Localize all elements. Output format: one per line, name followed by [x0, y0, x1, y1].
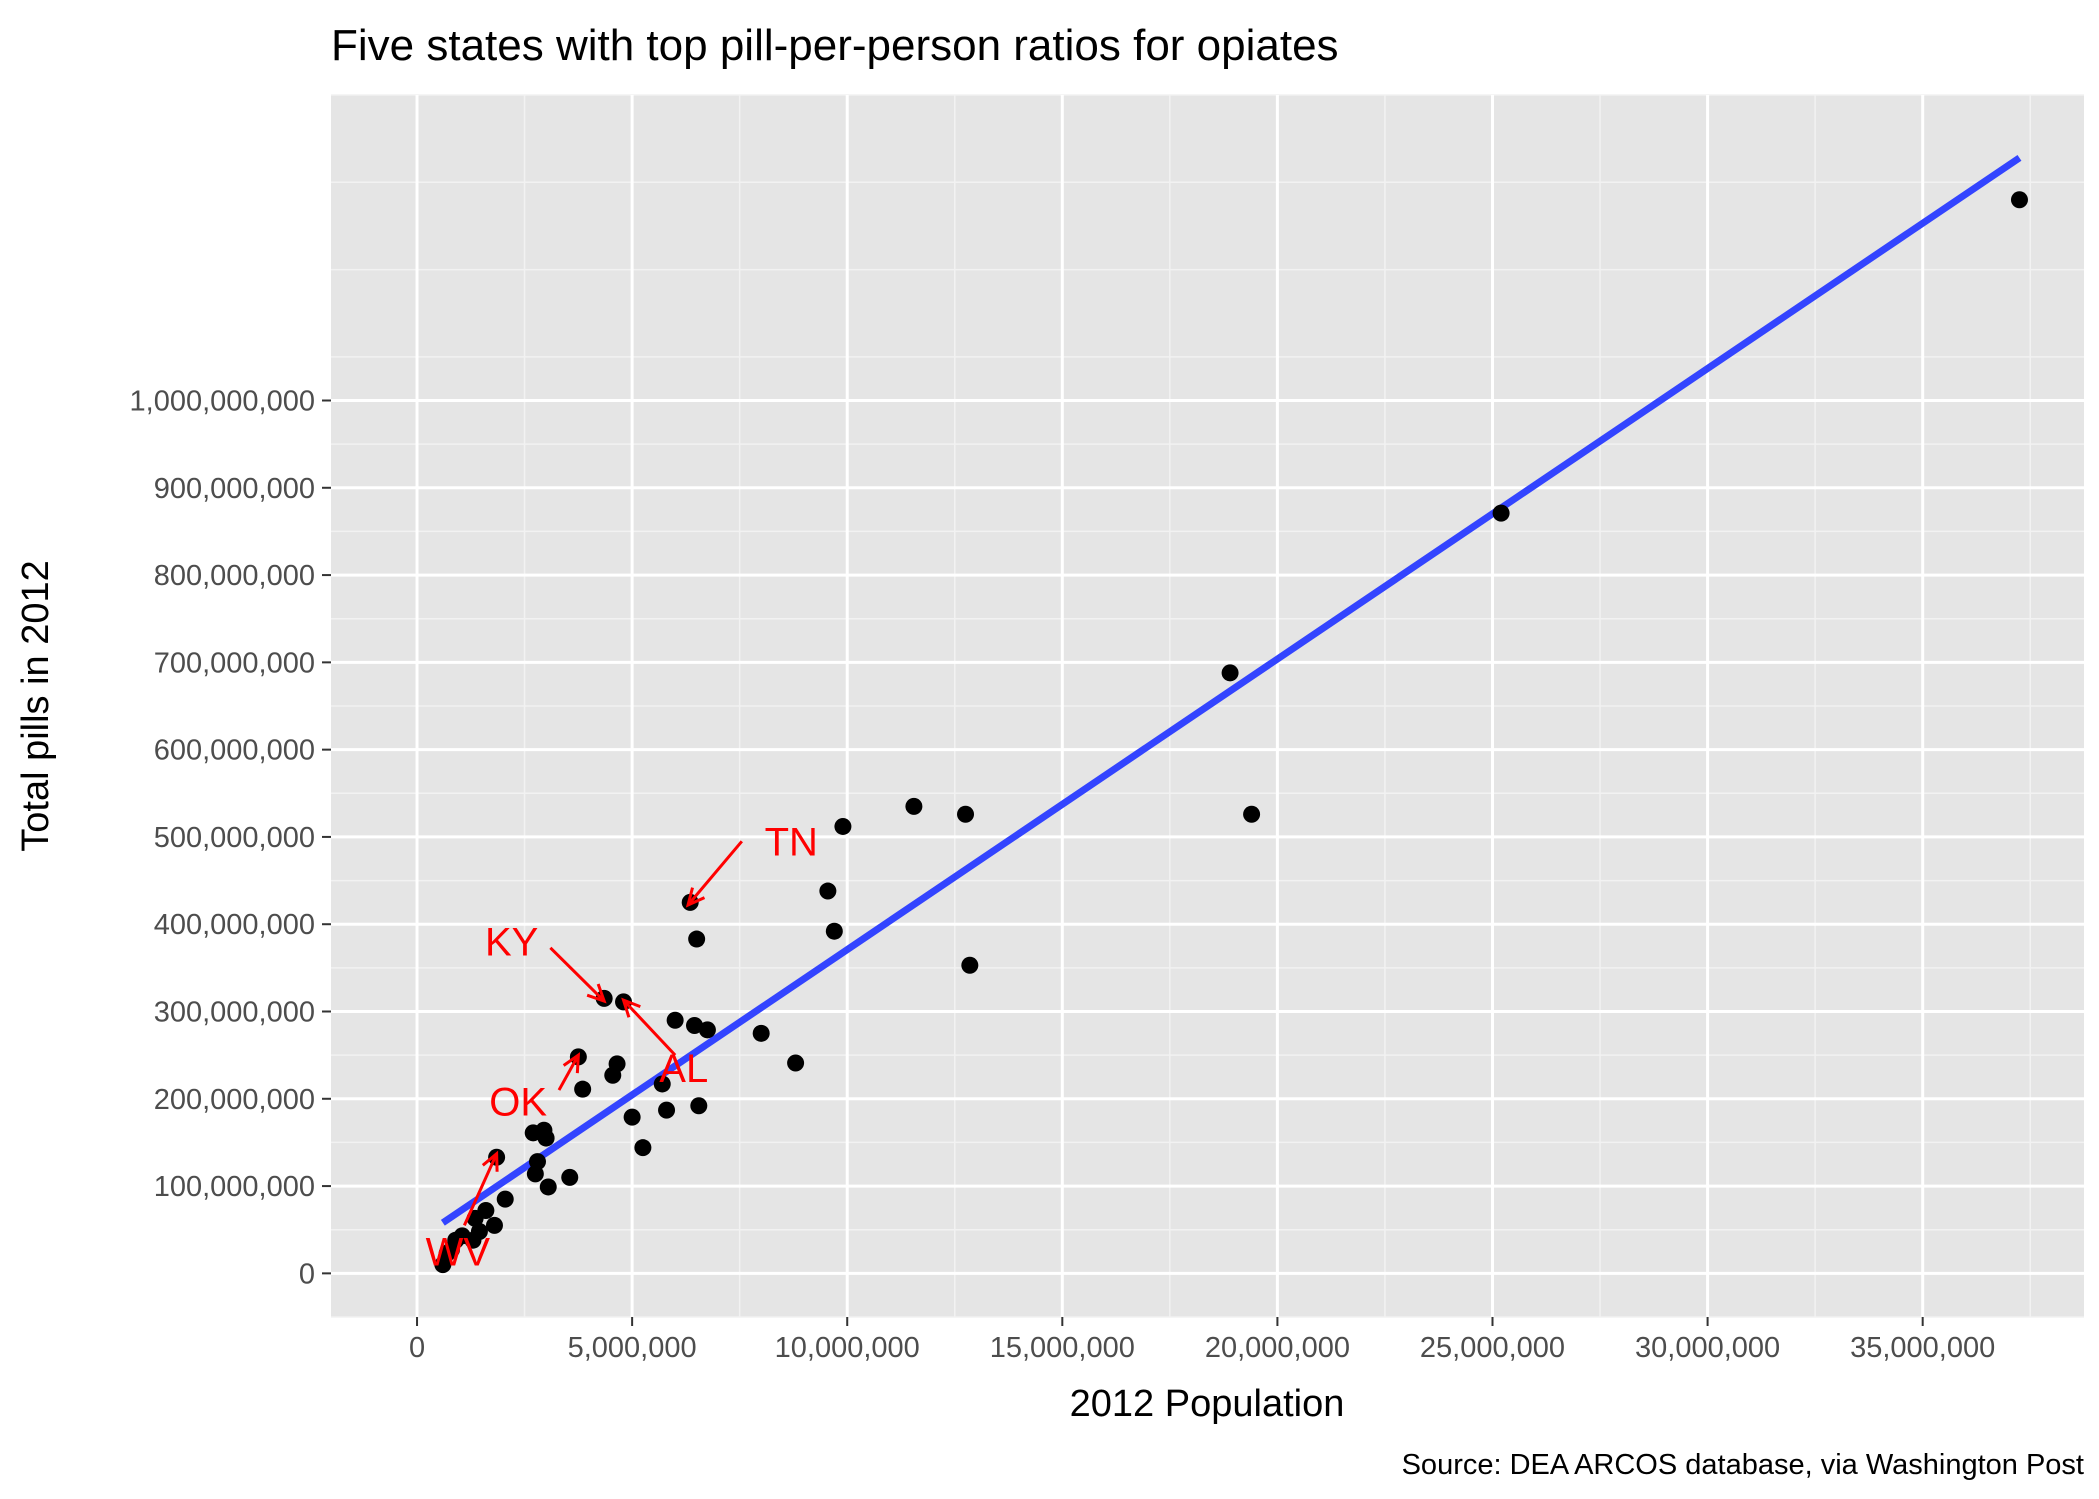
data-point — [496, 1190, 514, 1208]
data-point — [698, 1021, 716, 1039]
x-tick-label: 20,000,000 — [1205, 1332, 1350, 1364]
annotation-label-wv: WV — [426, 1231, 491, 1275]
y-tick-label: 800,000,000 — [154, 560, 315, 592]
grid-major — [331, 95, 2084, 1317]
x-tick-label: 10,000,000 — [775, 1332, 920, 1364]
y-tick-label: 0 — [299, 1258, 315, 1290]
y-tick-label: 200,000,000 — [154, 1084, 315, 1116]
data-point — [524, 1124, 542, 1142]
y-axis-title: Total pills in 2012 — [15, 560, 57, 852]
y-tick-label: 300,000,000 — [154, 997, 315, 1029]
y-axis: 0 100,000,000 200,000,000 300,000,000 400,00… — [130, 386, 331, 1290]
data-point — [658, 1101, 676, 1119]
annotation-label-ky: KY — [485, 921, 538, 965]
data-point — [1221, 664, 1239, 682]
annotation-arrow-ok — [557, 1054, 580, 1091]
annotations: TN KY AL OK WV — [426, 820, 818, 1274]
data-point — [485, 1216, 503, 1234]
y-tick-label: 600,000,000 — [154, 735, 315, 767]
trend-line — [440, 154, 2022, 1226]
y-tick-label: 1,000,000,000 — [130, 386, 315, 418]
data-point — [787, 1054, 805, 1072]
data-point — [434, 1256, 452, 1274]
data-point — [574, 1080, 592, 1098]
annotation-arrow-al — [622, 999, 677, 1057]
annotation-arrowhead-wv — [481, 1150, 499, 1172]
x-axis-title: 2012 Population — [1070, 1383, 1345, 1425]
data-point — [690, 1097, 708, 1115]
data-point — [537, 1129, 555, 1147]
source-caption: Source: DEA ARCOS database, via Washingt… — [1402, 1449, 2084, 1481]
annotation-label-al: AL — [659, 1047, 708, 1091]
annotation-arrow-wv — [462, 1153, 498, 1226]
data-point — [634, 1139, 652, 1157]
data-point — [1243, 805, 1261, 823]
data-points — [434, 191, 2028, 1274]
x-tick-label: 35,000,000 — [1850, 1332, 1995, 1364]
x-tick-label: 5,000,000 — [568, 1332, 697, 1364]
x-axis: 0 5,000,000 10,000,000 15,000,000 20,000,000… — [409, 1317, 1995, 1364]
y-tick-label: 500,000,000 — [154, 822, 315, 854]
annotation-arrowhead-ok — [562, 1052, 581, 1074]
x-tick-label: 25,000,000 — [1420, 1332, 1565, 1364]
y-tick-label: 700,000,000 — [154, 647, 315, 679]
data-point — [825, 922, 843, 940]
data-point — [623, 1108, 641, 1126]
data-point — [561, 1168, 579, 1186]
x-tick-label: 15,000,000 — [990, 1332, 1135, 1364]
data-point — [961, 956, 979, 974]
data-point — [653, 1075, 671, 1093]
y-tick-label: 100,000,000 — [154, 1171, 315, 1203]
x-tick-label: 30,000,000 — [1635, 1332, 1780, 1364]
grid-minor — [331, 94, 2084, 1318]
data-point — [666, 1011, 684, 1029]
annotation-arrowhead-tn — [685, 887, 706, 908]
data-point — [604, 1066, 622, 1084]
data-point — [1492, 504, 1510, 522]
data-point — [539, 1178, 557, 1196]
data-point — [752, 1024, 770, 1042]
data-point — [905, 797, 923, 815]
data-point — [686, 1016, 704, 1034]
data-point — [834, 817, 852, 835]
annotation-arrowhead-al — [621, 997, 641, 1018]
annotation-arrow-tn — [686, 840, 743, 906]
y-tick-label: 400,000,000 — [154, 909, 315, 941]
annotation-label-ok: OK — [489, 1080, 547, 1124]
annotation-arrow-ky — [549, 946, 606, 1003]
data-point — [819, 882, 837, 900]
data-point — [526, 1165, 544, 1183]
data-point — [688, 930, 706, 948]
data-point — [2010, 191, 2028, 209]
y-tick-label: 900,000,000 — [154, 473, 315, 505]
data-point — [957, 805, 975, 823]
annotation-arrowhead-ky — [586, 983, 607, 1004]
x-tick-label: 0 — [409, 1332, 425, 1364]
annotation-label-tn: TN — [765, 820, 818, 864]
chart-title: Five states with top pill-per-person rat… — [331, 21, 1339, 70]
